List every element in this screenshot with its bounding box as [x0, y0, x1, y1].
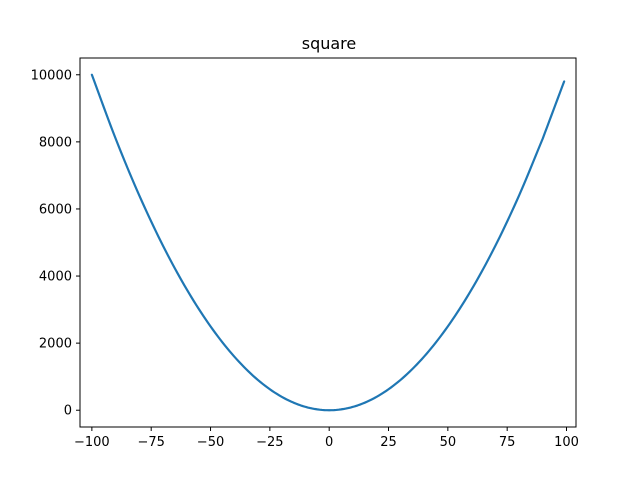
y-tick-label: 10000 [31, 68, 72, 83]
x-tick-label: 25 [380, 435, 397, 450]
y-tick-label: 2000 [39, 337, 72, 352]
x-tick-label: 0 [325, 435, 333, 450]
x-axis: −100 −75 −50 −25 0 25 50 75 100 [74, 427, 579, 450]
x-tick-label: −50 [197, 435, 224, 450]
chart-title: square [302, 34, 357, 53]
y-tick-label: 4000 [39, 270, 72, 285]
x-tick-label: −25 [256, 435, 283, 450]
y-axis: 0 2000 4000 6000 8000 10000 [31, 68, 80, 419]
y-tick-label: 6000 [39, 202, 72, 217]
x-tick-label: 100 [554, 435, 579, 450]
series-line [90, 73, 566, 412]
x-tick-label: −75 [137, 435, 164, 450]
x-tick-label: 50 [440, 435, 457, 450]
plot-area [90, 73, 566, 412]
x-tick-label: −100 [74, 435, 110, 450]
y-tick-label: 0 [64, 404, 72, 419]
y-tick-label: 8000 [39, 135, 72, 150]
x-tick-label: 75 [499, 435, 516, 450]
axes-frame [79, 57, 577, 428]
